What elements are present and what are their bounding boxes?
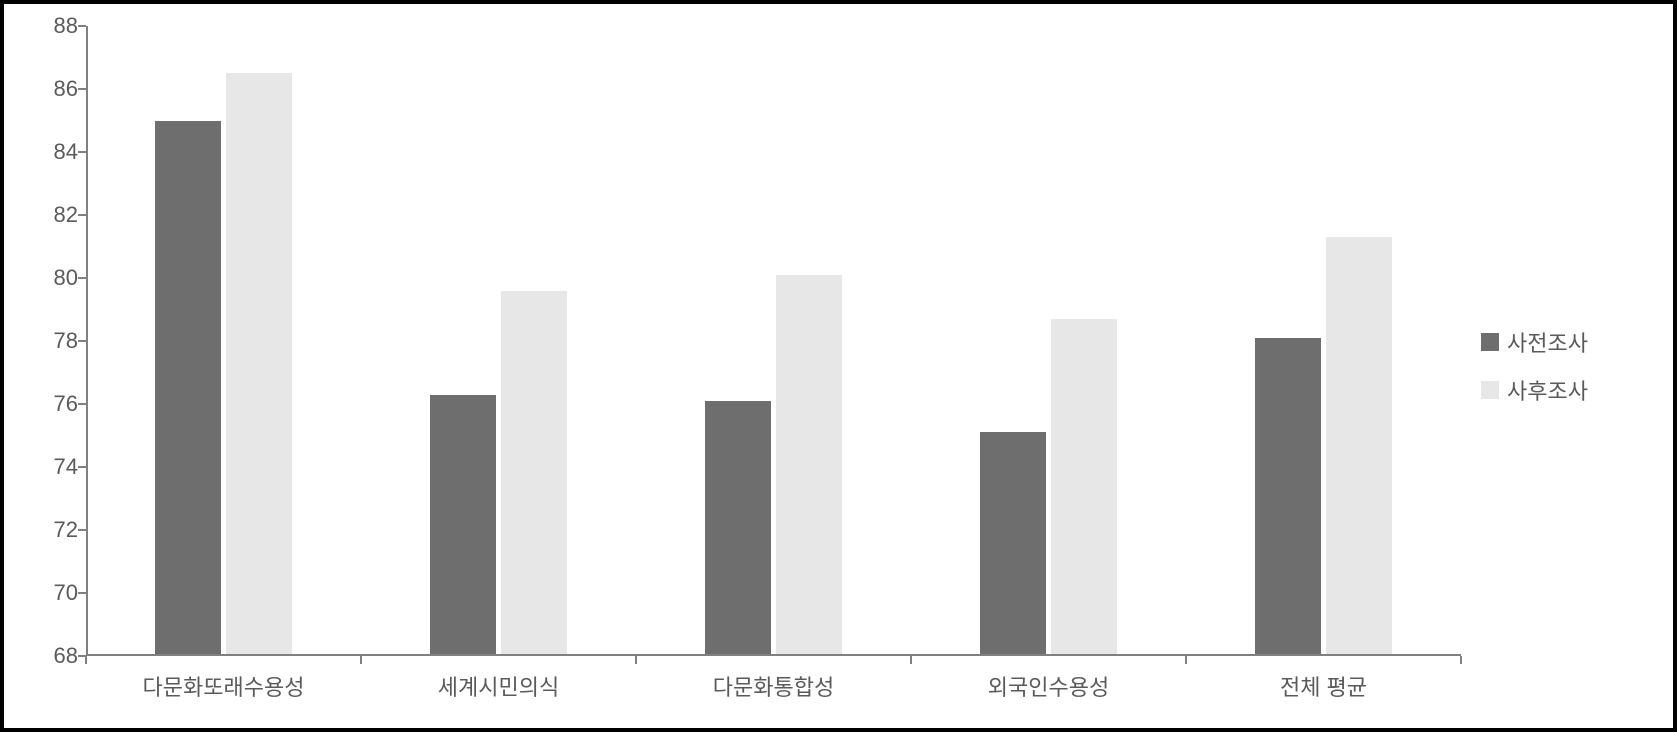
legend-item-1: 사후조사 <box>1481 374 1661 406</box>
legend-swatch-0 <box>1481 333 1499 351</box>
legend: 사전조사 사후조사 <box>1461 16 1661 716</box>
y-tick-label: 74 <box>54 454 86 480</box>
y-tick-label: 84 <box>54 139 86 165</box>
x-category-label: 외국인수용성 <box>988 656 1109 702</box>
bar <box>1255 338 1321 654</box>
x-category-label: 다문화통합성 <box>713 656 834 702</box>
x-tick-mark <box>85 656 87 664</box>
x-category-label: 세계시민의식 <box>438 656 559 702</box>
legend-label-1: 사후조사 <box>1507 374 1588 406</box>
bar <box>1326 237 1392 654</box>
y-tick-label: 76 <box>54 391 86 417</box>
y-tick-label: 82 <box>54 202 86 228</box>
legend-label-0: 사전조사 <box>1507 326 1588 358</box>
x-tick-mark <box>1460 656 1462 664</box>
x-tick-mark <box>1185 656 1187 664</box>
bar <box>155 121 221 655</box>
x-tick-mark <box>910 656 912 664</box>
y-tick-label: 86 <box>54 76 86 102</box>
plot-area: 68 70 72 74 76 78 80 82 84 86 88 다문화또래수용성 세계시민의식 다문화통… <box>16 16 1461 716</box>
bar <box>1051 319 1117 654</box>
legend-swatch-1 <box>1481 381 1499 399</box>
y-tick-label: 72 <box>54 517 86 543</box>
y-tick-label: 88 <box>54 13 86 39</box>
y-tick-label: 78 <box>54 328 86 354</box>
chart-inner: 68 70 72 74 76 78 80 82 84 86 88 다문화또래수용성 세계시민의식 다문화통… <box>16 16 1661 716</box>
x-category-label: 다문화또래수용성 <box>143 656 305 702</box>
y-tick-label: 80 <box>54 265 86 291</box>
bar <box>501 291 567 654</box>
y-tick-label: 70 <box>54 580 86 606</box>
y-tick-label: 68 <box>54 643 86 669</box>
bar <box>776 275 842 654</box>
y-axis-line <box>86 26 88 656</box>
x-tick-mark <box>360 656 362 664</box>
x-tick-mark <box>635 656 637 664</box>
bar <box>226 73 292 654</box>
bar <box>705 401 771 654</box>
x-category-label: 전체 평균 <box>1280 656 1367 702</box>
plot-region: 6870727476788082848688다문화또래수용성세계시민의식다문화통… <box>86 26 1461 656</box>
bar <box>980 432 1046 654</box>
chart-frame: 68 70 72 74 76 78 80 82 84 86 88 다문화또래수용성 세계시민의식 다문화통… <box>0 0 1677 732</box>
bar <box>430 395 496 654</box>
legend-item-0: 사전조사 <box>1481 326 1661 358</box>
